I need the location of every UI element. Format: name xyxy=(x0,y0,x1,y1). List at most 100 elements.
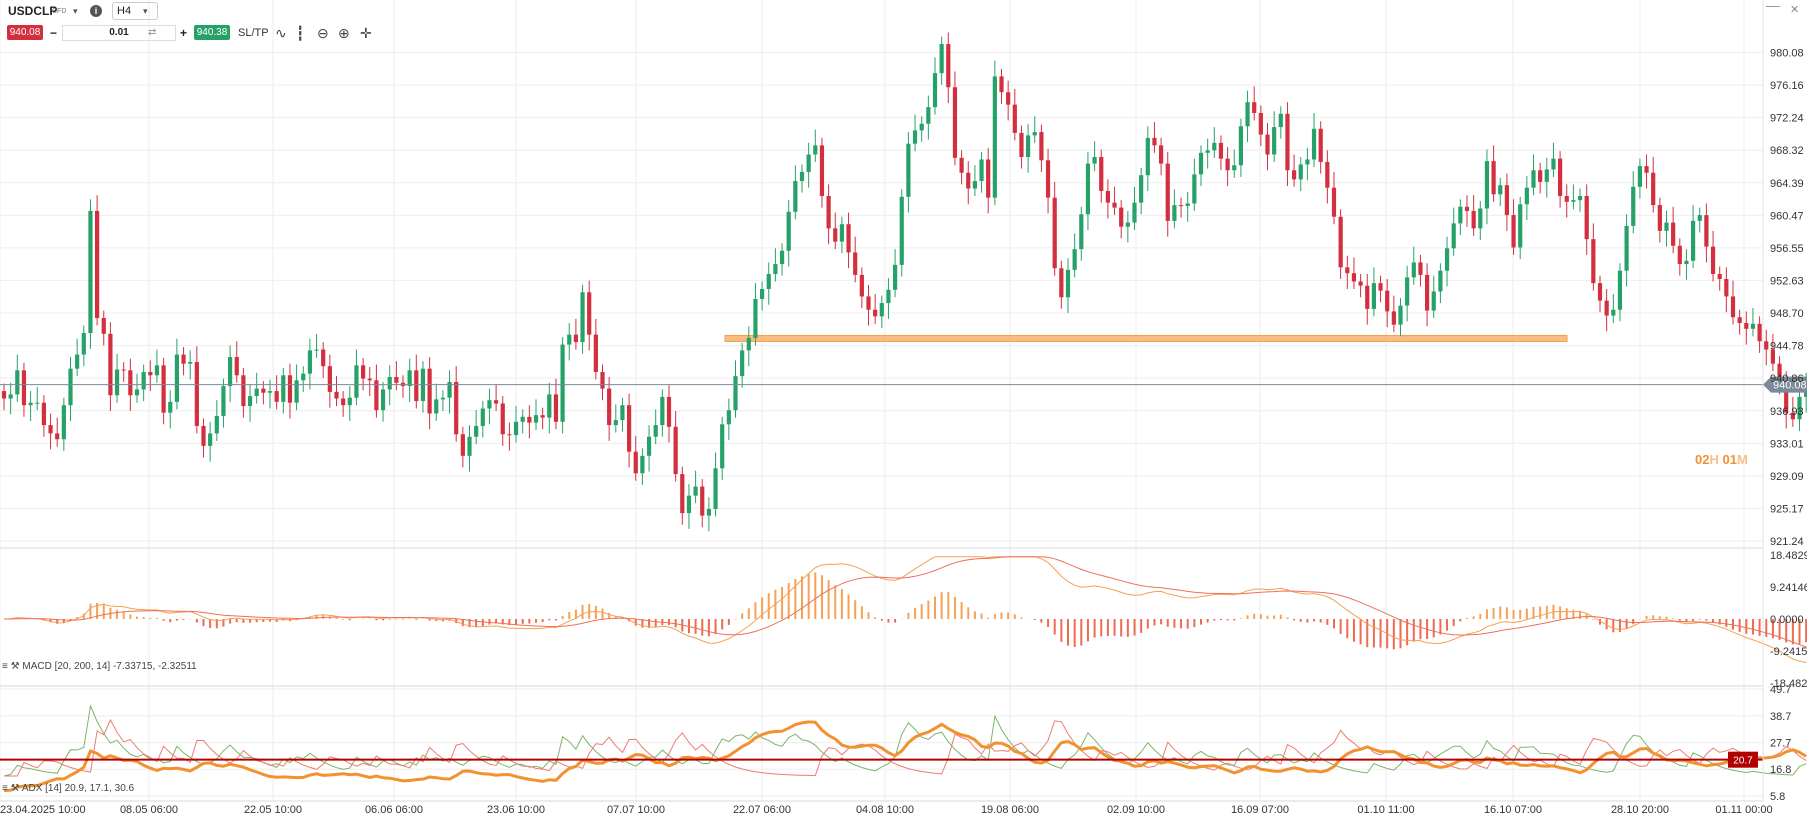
line-chart-icon[interactable]: ∿ xyxy=(275,25,287,41)
candle-body xyxy=(999,76,1004,93)
candle-body xyxy=(1425,274,1430,311)
chevron-down-icon[interactable]: ▾ xyxy=(73,6,78,16)
candle-body xyxy=(234,357,239,376)
candle-body xyxy=(254,388,259,397)
candle-body xyxy=(1092,156,1097,164)
candle-body xyxy=(846,224,851,253)
candle-body xyxy=(287,375,293,403)
candle-body xyxy=(1538,170,1543,182)
candle-body xyxy=(660,396,665,426)
candle-body xyxy=(1704,215,1709,247)
candle-body xyxy=(693,486,698,496)
candle-body xyxy=(434,399,439,414)
current-price-tag xyxy=(1763,376,1807,393)
candle-body xyxy=(573,334,578,343)
candle-body xyxy=(1125,222,1130,227)
candle-body xyxy=(1079,214,1084,250)
candle-body xyxy=(1285,113,1290,171)
quantity-input[interactable]: 0.01 xyxy=(62,25,176,41)
candle-body xyxy=(241,375,246,407)
candle-body xyxy=(1790,412,1795,420)
candle-body xyxy=(267,391,273,393)
candle-body xyxy=(1464,206,1470,211)
candle-body xyxy=(427,368,432,414)
candle-body xyxy=(912,130,918,144)
zoom-in-icon[interactable]: ⊕ xyxy=(338,25,350,41)
candle-body xyxy=(1571,200,1576,202)
adx-tick-label: 16.8 xyxy=(1770,764,1791,776)
macd-tick-label: -18.4829 xyxy=(1770,678,1807,690)
minus-icon[interactable]: − xyxy=(50,26,58,40)
close-icon[interactable]: ✕ xyxy=(1790,4,1800,16)
candle-body xyxy=(194,362,199,426)
candle-body xyxy=(893,264,898,290)
candle-body xyxy=(1145,137,1150,176)
candle-body xyxy=(1165,163,1170,221)
candle-body xyxy=(68,368,73,406)
candle-body xyxy=(793,181,798,212)
candle-body xyxy=(1331,187,1337,217)
candle-body xyxy=(1325,161,1330,188)
candle-body xyxy=(168,401,173,413)
candle-body xyxy=(966,172,971,189)
candlestick-series xyxy=(1,32,1807,532)
candle-body xyxy=(1504,185,1509,216)
candle-body xyxy=(1032,132,1037,136)
candle-body xyxy=(740,350,745,377)
instrument-type: CFD xyxy=(52,8,67,15)
price-tick-label: 929.09 xyxy=(1770,471,1804,483)
swap-icon[interactable]: ⇄ xyxy=(148,27,157,38)
candle-body xyxy=(513,421,519,436)
candle-body xyxy=(1298,164,1303,180)
crosshair-icon[interactable]: ✛ xyxy=(360,25,372,41)
candle-body xyxy=(95,210,100,319)
timeframe-value: H4 xyxy=(117,5,132,17)
timeframe-select[interactable]: H4 ▾ xyxy=(112,2,158,20)
sell-price-button[interactable]: 940.08 xyxy=(7,25,43,40)
price-tick-label: 948.70 xyxy=(1770,308,1804,320)
plus-icon[interactable]: + xyxy=(180,26,188,40)
candle-body xyxy=(633,451,638,474)
current-price-label: 940.08 xyxy=(1773,380,1807,392)
candle-body xyxy=(1345,267,1350,274)
candle-body xyxy=(407,370,412,387)
candles-icon[interactable]: ┇ xyxy=(296,25,305,41)
candle-body xyxy=(627,405,632,452)
macd-signal-line xyxy=(4,556,1807,648)
candle-body xyxy=(1358,281,1363,286)
candle-body xyxy=(1531,170,1536,188)
candle-body xyxy=(128,370,133,396)
candle-body xyxy=(1152,137,1157,146)
candle-body xyxy=(1065,269,1071,298)
settings-icon[interactable]: ≡ ⚒ xyxy=(2,783,20,794)
candle-body xyxy=(1,391,7,399)
candle-body xyxy=(813,145,818,155)
candle-body xyxy=(281,375,286,402)
zoom-out-icon[interactable]: ⊖ xyxy=(317,25,329,41)
adx-tick-label: 38.7 xyxy=(1770,711,1791,723)
candle-body xyxy=(1577,195,1583,201)
adx-label: ADX [14] 20.9, 17.1, 30.6 xyxy=(21,783,135,794)
candle-body xyxy=(826,195,831,229)
countdown-h-label: H xyxy=(1709,452,1719,467)
sltp-button[interactable]: SL/TP xyxy=(238,27,269,39)
candle-body xyxy=(1252,102,1257,113)
time-tick-label: 23.06 10:00 xyxy=(487,804,545,816)
symbol-name[interactable]: USDCLP xyxy=(8,4,58,18)
candle-body xyxy=(1784,382,1789,413)
adx-tick-label: 5.8 xyxy=(1770,791,1785,803)
info-icon[interactable]: i xyxy=(90,5,102,17)
candle-countdown: 02H 01M xyxy=(1695,452,1748,467)
candle-body xyxy=(620,405,625,421)
price-tick-label: 976.16 xyxy=(1770,80,1804,92)
settings-icon[interactable]: ≡ ⚒ xyxy=(2,661,20,672)
candle-body xyxy=(819,145,825,196)
candle-body xyxy=(1278,113,1283,128)
candle-body xyxy=(540,415,545,418)
minimize-icon[interactable] xyxy=(1766,6,1780,7)
candle-body xyxy=(879,303,884,317)
candle-body xyxy=(414,370,419,402)
candle-body xyxy=(527,416,532,423)
buy-price-button[interactable]: 940.38 xyxy=(194,25,230,40)
